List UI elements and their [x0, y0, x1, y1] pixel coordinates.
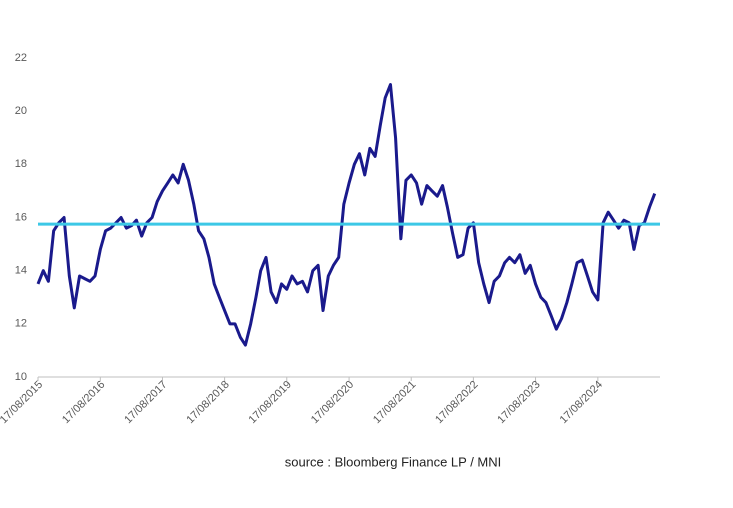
x-tick-label: 17/08/2024	[558, 379, 605, 426]
y-tick-label: 22	[15, 52, 27, 64]
x-tick-label: 17/08/2018	[184, 379, 231, 426]
x-tick-label: 17/08/2019	[247, 379, 294, 426]
data-line	[36, 83, 657, 347]
y-tick-label: 10	[15, 371, 27, 383]
y-tick-label: 12	[15, 318, 27, 330]
source-note: source : Bloomberg Finance LP / MNI	[285, 454, 502, 469]
x-tick-label: 17/08/2016	[60, 379, 107, 426]
x-tick-label: 17/08/2022	[433, 379, 480, 426]
x-tick-label: 17/08/2017	[122, 379, 169, 426]
y-tick-label: 16	[15, 211, 27, 223]
y-tick-label: 14	[15, 265, 27, 277]
x-tick-label: 17/08/2023	[495, 379, 542, 426]
x-tick-label: 17/08/2015	[0, 379, 45, 426]
x-tick-label: 17/08/2021	[371, 379, 418, 426]
x-tick-label: 17/08/2020	[309, 379, 356, 426]
y-tick-label: 18	[15, 158, 27, 170]
y-tick-label: 20	[15, 105, 27, 117]
